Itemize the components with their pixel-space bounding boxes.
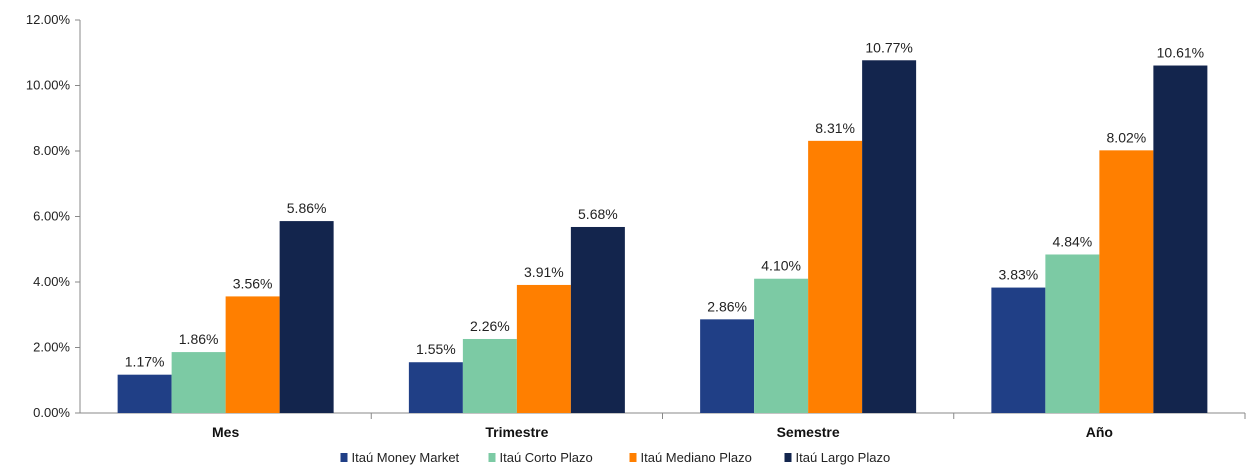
bar [117,374,172,413]
bar [808,140,863,413]
chart-data-labels: 1.17% 1.86% 3.56% 5.86% 1.55% 2.26% 3.91% 5.68%… [125,39,1204,369]
chart-bars [117,60,1208,414]
bar [570,226,625,413]
y-tick-label: 2.00% [33,340,70,355]
y-tick-label: 4.00% [33,274,70,289]
legend-label: Itaú Mediano Plazo [641,450,752,465]
bar [991,287,1046,413]
y-tick-label: 0.00% [33,405,70,420]
bar-value-label: 5.68% [578,206,618,222]
x-category-label: Trimestre [485,424,548,440]
bar [754,278,809,413]
bar [1153,65,1208,414]
bar [225,296,280,413]
legend-label: Itaú Largo Plazo [796,450,891,465]
legend-swatch [488,453,496,462]
y-tick-label: 10.00% [26,78,71,93]
legend-swatch [784,453,792,462]
bar-value-label: 10.61% [1157,45,1204,61]
y-tick-label: 8.00% [33,143,70,158]
chart-legend: Itaú Money Market Itaú Corto Plazo Itaú Me… [340,450,891,465]
legend-swatch [629,453,637,462]
bar-value-label: 10.77% [865,39,912,55]
bar [862,60,917,413]
bar-value-label: 3.91% [524,264,564,280]
bar-value-label: 8.31% [815,120,855,136]
x-category-label: Semestre [777,424,840,440]
x-category-label: Año [1086,424,1113,440]
bar-value-label: 2.86% [707,298,747,314]
bar-value-label: 1.55% [416,341,456,357]
bar [516,284,571,413]
bar-value-label: 4.84% [1053,233,1093,249]
bar-value-label: 4.10% [761,258,801,274]
bar [408,362,463,413]
legend-swatch [340,453,348,462]
bar-value-label: 2.26% [470,318,510,334]
bar [462,338,517,413]
bar-value-label: 8.02% [1107,129,1147,145]
bar-value-label: 5.86% [287,200,327,216]
bar [1099,150,1154,413]
bar-value-label: 1.17% [125,354,165,370]
legend-label: Itaú Money Market [352,450,460,465]
x-category-label: Mes [212,424,239,440]
bar [1045,254,1100,413]
y-tick-label: 12.00% [26,12,71,27]
bar-value-label: 1.86% [179,331,219,347]
bar [700,319,755,413]
bar [279,221,334,413]
y-tick-label: 6.00% [33,209,70,224]
bar-value-label: 3.56% [233,275,273,291]
bar-value-label: 3.83% [999,267,1039,283]
legend-label: Itaú Corto Plazo [500,450,593,465]
bar [171,352,226,413]
